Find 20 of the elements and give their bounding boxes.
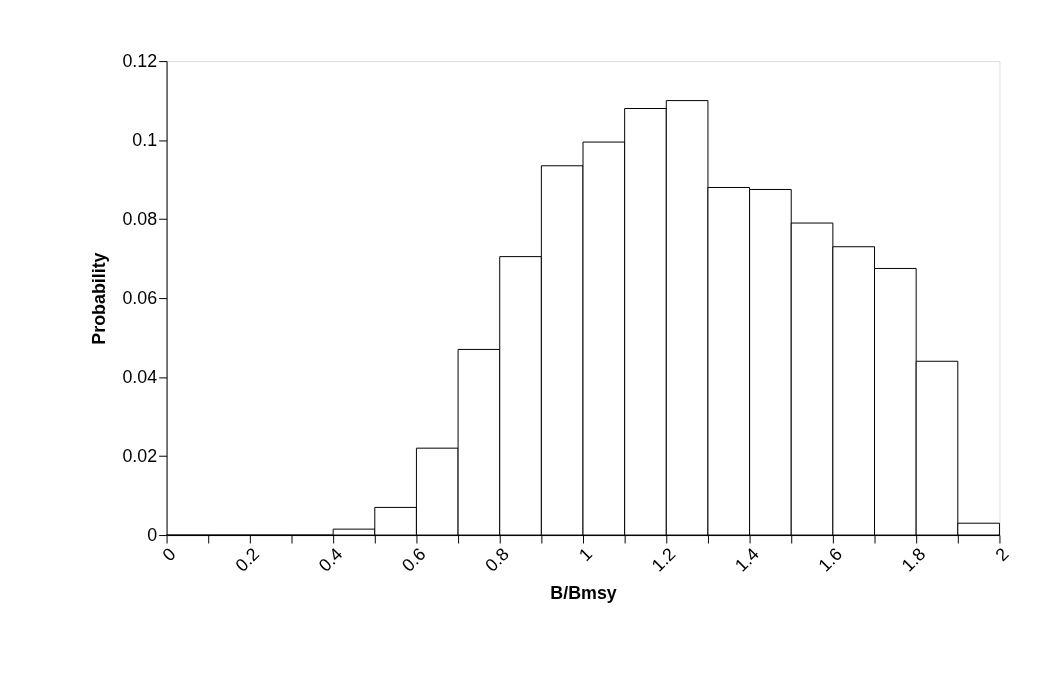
y-tick-label: 0 bbox=[147, 524, 158, 545]
x-tick-label: 1.2 bbox=[647, 543, 680, 576]
y-tick-label: 0.06 bbox=[122, 287, 158, 308]
y-tick-label: 0.02 bbox=[122, 445, 158, 466]
y-tick-label: 0.1 bbox=[132, 129, 158, 150]
x-tick-label: 0.4 bbox=[314, 543, 347, 576]
x-tick-label: 1.6 bbox=[814, 543, 847, 576]
y-tick-label: 0.04 bbox=[122, 366, 158, 387]
x-tick-label: 1.8 bbox=[897, 543, 930, 576]
y-tick-label: 0.08 bbox=[122, 208, 158, 229]
x-tick-label: 0.6 bbox=[397, 543, 430, 576]
x-tick-label: 0.2 bbox=[231, 543, 264, 576]
x-tick-label: 0.8 bbox=[481, 543, 513, 576]
y-tick-label: 0.12 bbox=[122, 50, 158, 71]
x-tick-label: 1 bbox=[574, 543, 597, 566]
x-tick-label: 2 bbox=[991, 543, 1013, 566]
x-tick-label: 1.4 bbox=[731, 543, 763, 576]
x-axis-title: B/Bmsy bbox=[550, 583, 617, 604]
x-tick-label: 0 bbox=[158, 543, 180, 566]
y-axis-title: Probability bbox=[88, 252, 109, 345]
